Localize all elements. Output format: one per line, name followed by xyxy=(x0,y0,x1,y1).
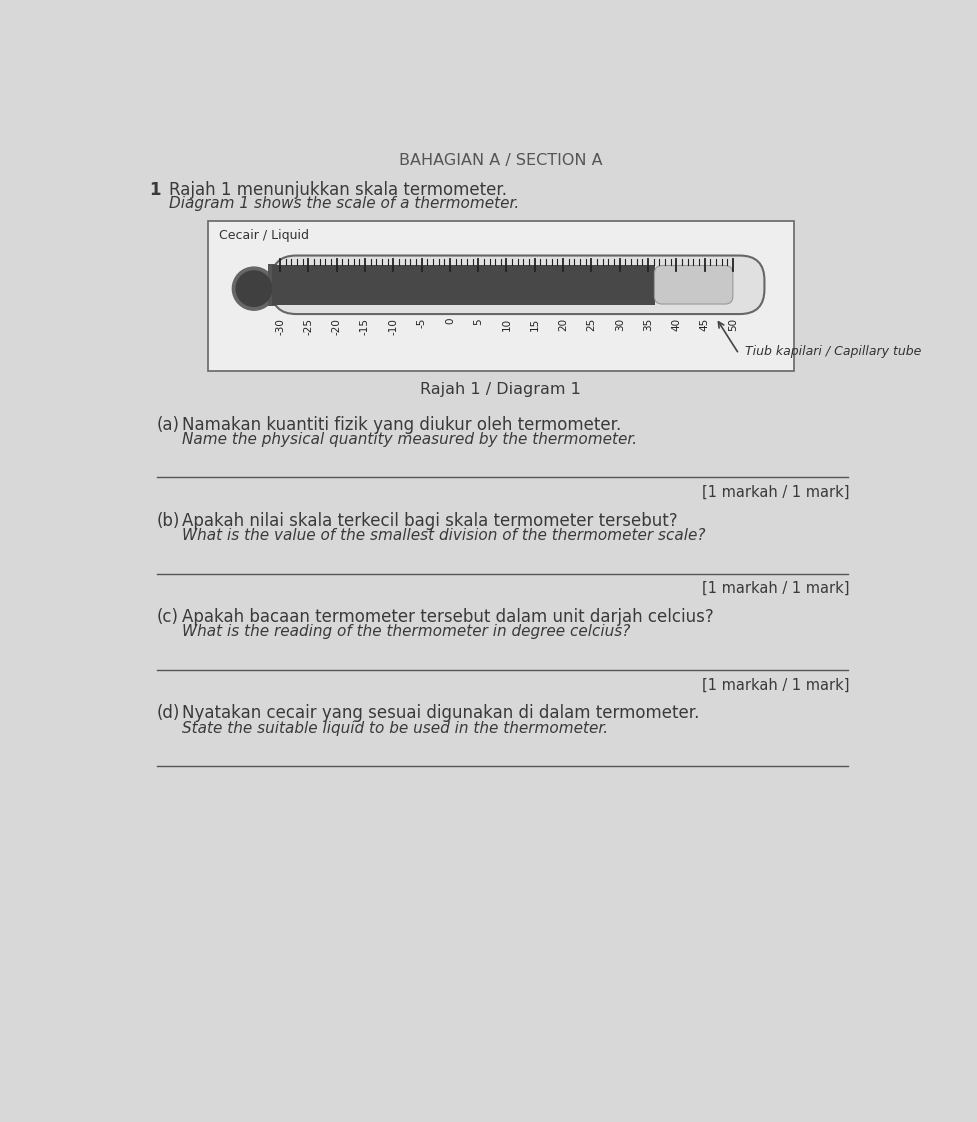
Circle shape xyxy=(233,267,276,310)
Text: 35: 35 xyxy=(643,318,653,331)
FancyBboxPatch shape xyxy=(272,256,764,314)
FancyBboxPatch shape xyxy=(208,221,794,371)
Text: -5: -5 xyxy=(416,318,427,329)
Text: What is the value of the smallest division of the thermometer scale?: What is the value of the smallest divisi… xyxy=(182,528,705,543)
Text: 45: 45 xyxy=(700,318,709,331)
Text: What is the reading of the thermometer in degree celcius?: What is the reading of the thermometer i… xyxy=(182,624,630,640)
Text: -30: -30 xyxy=(276,318,285,334)
Text: 30: 30 xyxy=(615,318,624,331)
Circle shape xyxy=(236,270,272,306)
Text: Apakah nilai skala terkecil bagi skala termometer tersebut?: Apakah nilai skala terkecil bagi skala t… xyxy=(182,512,677,530)
Text: 10: 10 xyxy=(501,318,512,331)
Bar xyxy=(268,264,277,305)
Text: 50: 50 xyxy=(728,318,738,331)
Text: Rajah 1 menunjukkan skala termometer.: Rajah 1 menunjukkan skala termometer. xyxy=(169,181,507,199)
Text: State the suitable liquid to be used in the thermometer.: State the suitable liquid to be used in … xyxy=(182,720,608,736)
Text: Rajah 1 / Diagram 1: Rajah 1 / Diagram 1 xyxy=(420,381,581,397)
Text: Diagram 1 shows the scale of a thermometer.: Diagram 1 shows the scale of a thermomet… xyxy=(169,196,520,211)
Text: [1 markah / 1 mark]: [1 markah / 1 mark] xyxy=(702,485,850,500)
Text: 5: 5 xyxy=(473,318,484,324)
Text: 1: 1 xyxy=(149,181,160,199)
Text: (b): (b) xyxy=(157,512,181,530)
Text: -25: -25 xyxy=(304,318,314,334)
FancyBboxPatch shape xyxy=(655,266,733,304)
Text: (d): (d) xyxy=(157,705,181,723)
Text: Namakan kuantiti fizik yang diukur oleh termometer.: Namakan kuantiti fizik yang diukur oleh … xyxy=(182,415,620,434)
Text: -10: -10 xyxy=(388,318,399,334)
Text: 25: 25 xyxy=(586,318,596,331)
Text: 20: 20 xyxy=(558,318,568,331)
Text: (c): (c) xyxy=(157,608,179,626)
Text: (a): (a) xyxy=(157,415,180,434)
Text: Cecair / Liquid: Cecair / Liquid xyxy=(219,229,309,242)
Text: 0: 0 xyxy=(445,318,455,324)
Text: Name the physical quantity measured by the thermometer.: Name the physical quantity measured by t… xyxy=(182,432,637,447)
Text: 40: 40 xyxy=(671,318,681,331)
Text: -20: -20 xyxy=(332,318,342,334)
Bar xyxy=(272,265,656,305)
Text: -15: -15 xyxy=(360,318,370,334)
Text: Apakah bacaan termometer tersebut dalam unit darjah celcius?: Apakah bacaan termometer tersebut dalam … xyxy=(182,608,713,626)
Text: BAHAGIAN A / SECTION A: BAHAGIAN A / SECTION A xyxy=(399,153,603,168)
Text: 15: 15 xyxy=(530,318,539,331)
Text: [1 markah / 1 mark]: [1 markah / 1 mark] xyxy=(702,678,850,692)
Text: Tiub kapilari / Capillary tube: Tiub kapilari / Capillary tube xyxy=(745,344,921,358)
Text: [1 markah / 1 mark]: [1 markah / 1 mark] xyxy=(702,581,850,596)
Text: Nyatakan cecair yang sesuai digunakan di dalam termometer.: Nyatakan cecair yang sesuai digunakan di… xyxy=(182,705,699,723)
